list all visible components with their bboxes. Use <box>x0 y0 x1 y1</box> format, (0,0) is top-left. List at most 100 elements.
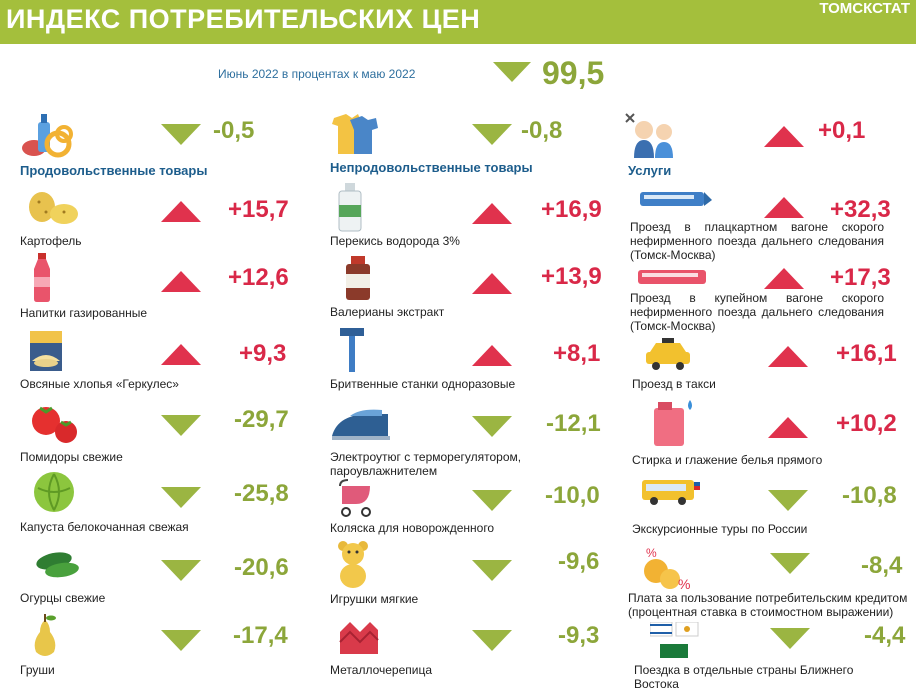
pear-icon <box>34 614 56 656</box>
tours-label: Экскурсионные туры по России <box>632 522 808 536</box>
oats-label: Овсяные хлопья «Геркулес» <box>20 377 179 391</box>
potato-label: Картофель <box>20 234 82 248</box>
toys-label: Игрушки мягкие <box>330 592 419 606</box>
roof-tile-icon <box>339 622 379 654</box>
train-icon <box>640 192 712 206</box>
train1-value: +32,3 <box>830 196 891 223</box>
detergent-icon <box>654 400 692 446</box>
cucumber-icon <box>36 552 79 578</box>
cucumber-down-arrow-icon <box>161 560 201 581</box>
laundry-label: Стирка и глажение белья прямого <box>632 453 823 467</box>
flags-icon <box>650 622 699 658</box>
tours-value: -10,8 <box>842 482 897 509</box>
pear-down-arrow-icon <box>161 630 201 651</box>
food-down-arrow-icon <box>161 124 201 145</box>
peroxide-value: +16,9 <box>541 196 602 223</box>
taxi-icon <box>646 338 690 370</box>
bus-icon <box>642 480 700 505</box>
potato-value: +15,7 <box>228 196 289 223</box>
potato-up-arrow-icon <box>161 201 201 222</box>
total-index-value: 99,5 <box>542 55 605 91</box>
tomato-down-arrow-icon <box>161 415 201 436</box>
food-category-label: Продовольственные товары <box>20 163 208 178</box>
page-title: ИНДЕКС ПОТРЕБИТЕЛЬСКИХ ЦЕН <box>6 4 481 34</box>
train1-up-arrow-icon <box>764 197 804 218</box>
razor-up-arrow-icon <box>472 345 512 366</box>
taxi-label: Проезд в такси <box>632 377 716 391</box>
cabbage-down-arrow-icon <box>161 487 201 508</box>
cabbage-icon <box>34 472 74 512</box>
coins-percent-icon: % % <box>644 546 690 591</box>
food-icon <box>22 114 73 158</box>
iron-label: Электроутюг с терморегулятором, пароувла… <box>330 450 522 478</box>
tomato-label: Помидоры свежие <box>20 450 123 464</box>
total-down-arrow-icon <box>493 62 531 82</box>
train-icon <box>638 270 706 284</box>
tomato-value: -29,7 <box>234 406 289 433</box>
pear-label: Груши <box>20 663 55 677</box>
soda-value: +12,6 <box>228 264 289 291</box>
credit-value: -8,4 <box>861 552 903 579</box>
valerian-value: +13,9 <box>541 263 602 290</box>
toys-down-arrow-icon <box>472 560 512 581</box>
tomato-icon <box>32 406 77 443</box>
roof-value: -9,3 <box>558 622 600 649</box>
travel-down-arrow-icon <box>770 628 810 649</box>
taxi-up-arrow-icon <box>768 346 808 367</box>
svg-text:%: % <box>646 546 657 560</box>
valerian-up-arrow-icon <box>472 273 512 294</box>
services-icon <box>625 113 673 158</box>
train1-label: Проезд в плацкартном вагоне скорого нефи… <box>630 220 884 262</box>
roof-down-arrow-icon <box>472 630 512 651</box>
oat-box-icon <box>30 331 62 371</box>
oats-up-arrow-icon <box>161 344 201 365</box>
cabbage-value: -25,8 <box>234 480 289 507</box>
svg-text:%: % <box>678 576 690 591</box>
nonfood-category-value: -0,8 <box>521 117 563 144</box>
stroller-down-arrow-icon <box>472 490 512 511</box>
travel-label: Поездка в отдельные страны Ближнего Вост… <box>634 663 854 691</box>
peroxide-up-arrow-icon <box>472 203 512 224</box>
razor-value: +8,1 <box>553 340 601 367</box>
taxi-value: +16,1 <box>836 340 897 367</box>
header-bar: ИНДЕКС ПОТРЕБИТЕЛЬСКИХ ЦЕН ТОМСКСТАТ <box>0 0 916 44</box>
soda-bottle-icon <box>34 253 50 302</box>
cucumber-value: -20,6 <box>234 554 289 581</box>
train2-label: Проезд в купейном вагоне скорого нефирме… <box>630 291 884 333</box>
tours-down-arrow-icon <box>768 490 808 511</box>
services-up-arrow-icon <box>764 126 804 147</box>
soda-up-arrow-icon <box>161 271 201 292</box>
nonfood-down-arrow-icon <box>472 124 512 145</box>
credit-down-arrow-icon <box>770 553 810 574</box>
stroller-icon <box>339 479 371 517</box>
potato-icon <box>29 192 78 224</box>
iron-down-arrow-icon <box>472 416 512 437</box>
services-category-label: Услуги <box>628 163 672 178</box>
subtitle: Июнь 2022 в процентах к маю 2022 <box>218 67 416 81</box>
bottle-icon <box>338 183 362 232</box>
razor-icon <box>340 328 364 372</box>
roof-label: Металлочерепица <box>330 663 433 677</box>
oats-value: +9,3 <box>239 340 287 367</box>
medicine-jar-icon <box>346 256 370 300</box>
peroxide-label: Перекись водорода 3% <box>330 234 460 248</box>
services-category-value: +0,1 <box>818 117 866 144</box>
credit-label: Плата за пользование потребительским кре… <box>628 591 908 619</box>
valerian-label: Валерианы экстракт <box>330 305 445 319</box>
cabbage-label: Капуста белокочанная свежая <box>20 520 189 534</box>
soda-label: Напитки газированные <box>20 306 147 320</box>
toys-value: -9,6 <box>558 548 600 575</box>
train2-up-arrow-icon <box>764 268 804 289</box>
teddy-bear-icon <box>338 541 368 588</box>
razor-label: Бритвенные станки одноразовые <box>330 377 516 391</box>
laundry-up-arrow-icon <box>768 417 808 438</box>
cucumber-label: Огурцы свежие <box>20 591 106 605</box>
stroller-value: -10,0 <box>545 482 600 509</box>
travel-value: -4,4 <box>864 622 906 649</box>
clothes-icon <box>332 114 378 154</box>
stroller-label: Коляска для новорожденного <box>330 521 495 535</box>
laundry-value: +10,2 <box>836 410 897 437</box>
iron-value: -12,1 <box>546 410 601 437</box>
food-category-value: -0,5 <box>213 117 255 144</box>
iron-icon <box>332 409 390 440</box>
